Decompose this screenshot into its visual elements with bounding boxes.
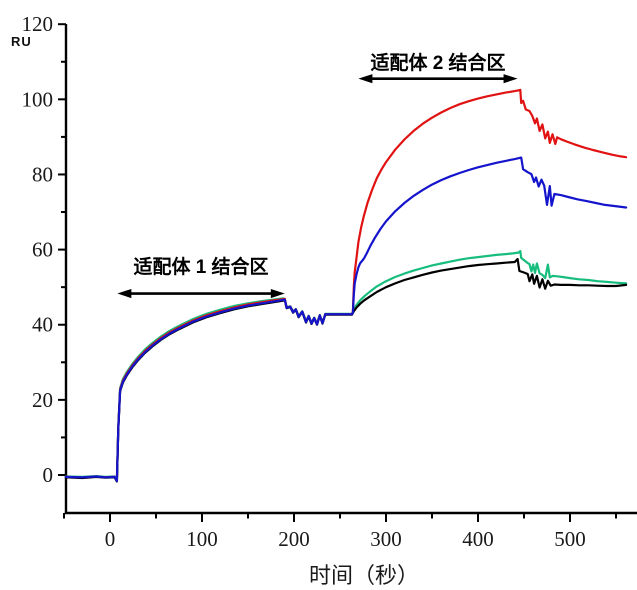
svg-text:0: 0 xyxy=(43,463,54,487)
y-axis-unit-label: RU xyxy=(11,34,32,49)
svg-text:20: 20 xyxy=(32,388,53,412)
svg-text:120: 120 xyxy=(22,12,54,36)
double-arrow-1 xyxy=(117,288,285,299)
svg-text:500: 500 xyxy=(554,527,586,551)
svg-text:300: 300 xyxy=(370,527,402,551)
svg-text:100: 100 xyxy=(22,87,54,111)
svg-text:60: 60 xyxy=(32,238,53,262)
svg-text:400: 400 xyxy=(462,527,494,551)
x-tick-labels: 0 100 200 300 400 500 xyxy=(105,527,586,551)
annotation-arrows xyxy=(117,74,518,299)
svg-text:0: 0 xyxy=(105,527,116,551)
curve-green xyxy=(64,250,628,481)
x-axis-ticks xyxy=(63,513,617,522)
axes xyxy=(64,24,637,515)
svg-text:100: 100 xyxy=(186,527,218,551)
svg-text:200: 200 xyxy=(278,527,310,551)
y-axis-ticks xyxy=(58,23,66,476)
data-series xyxy=(64,88,628,483)
curve-blue xyxy=(64,156,628,483)
x-axis-title: 时间（秒） xyxy=(308,563,420,588)
y-tick-labels: 0 20 40 60 80 100 120 xyxy=(22,12,54,487)
annotation-aptamer1-binding-region: 适配体 1 结合区 xyxy=(133,257,269,278)
annotation-aptamer2-binding-region: 适配体 2 结合区 xyxy=(370,53,506,74)
svg-text:80: 80 xyxy=(32,162,53,186)
curve-red xyxy=(64,88,628,482)
svg-text:40: 40 xyxy=(32,313,53,337)
double-arrow-2 xyxy=(358,74,518,84)
